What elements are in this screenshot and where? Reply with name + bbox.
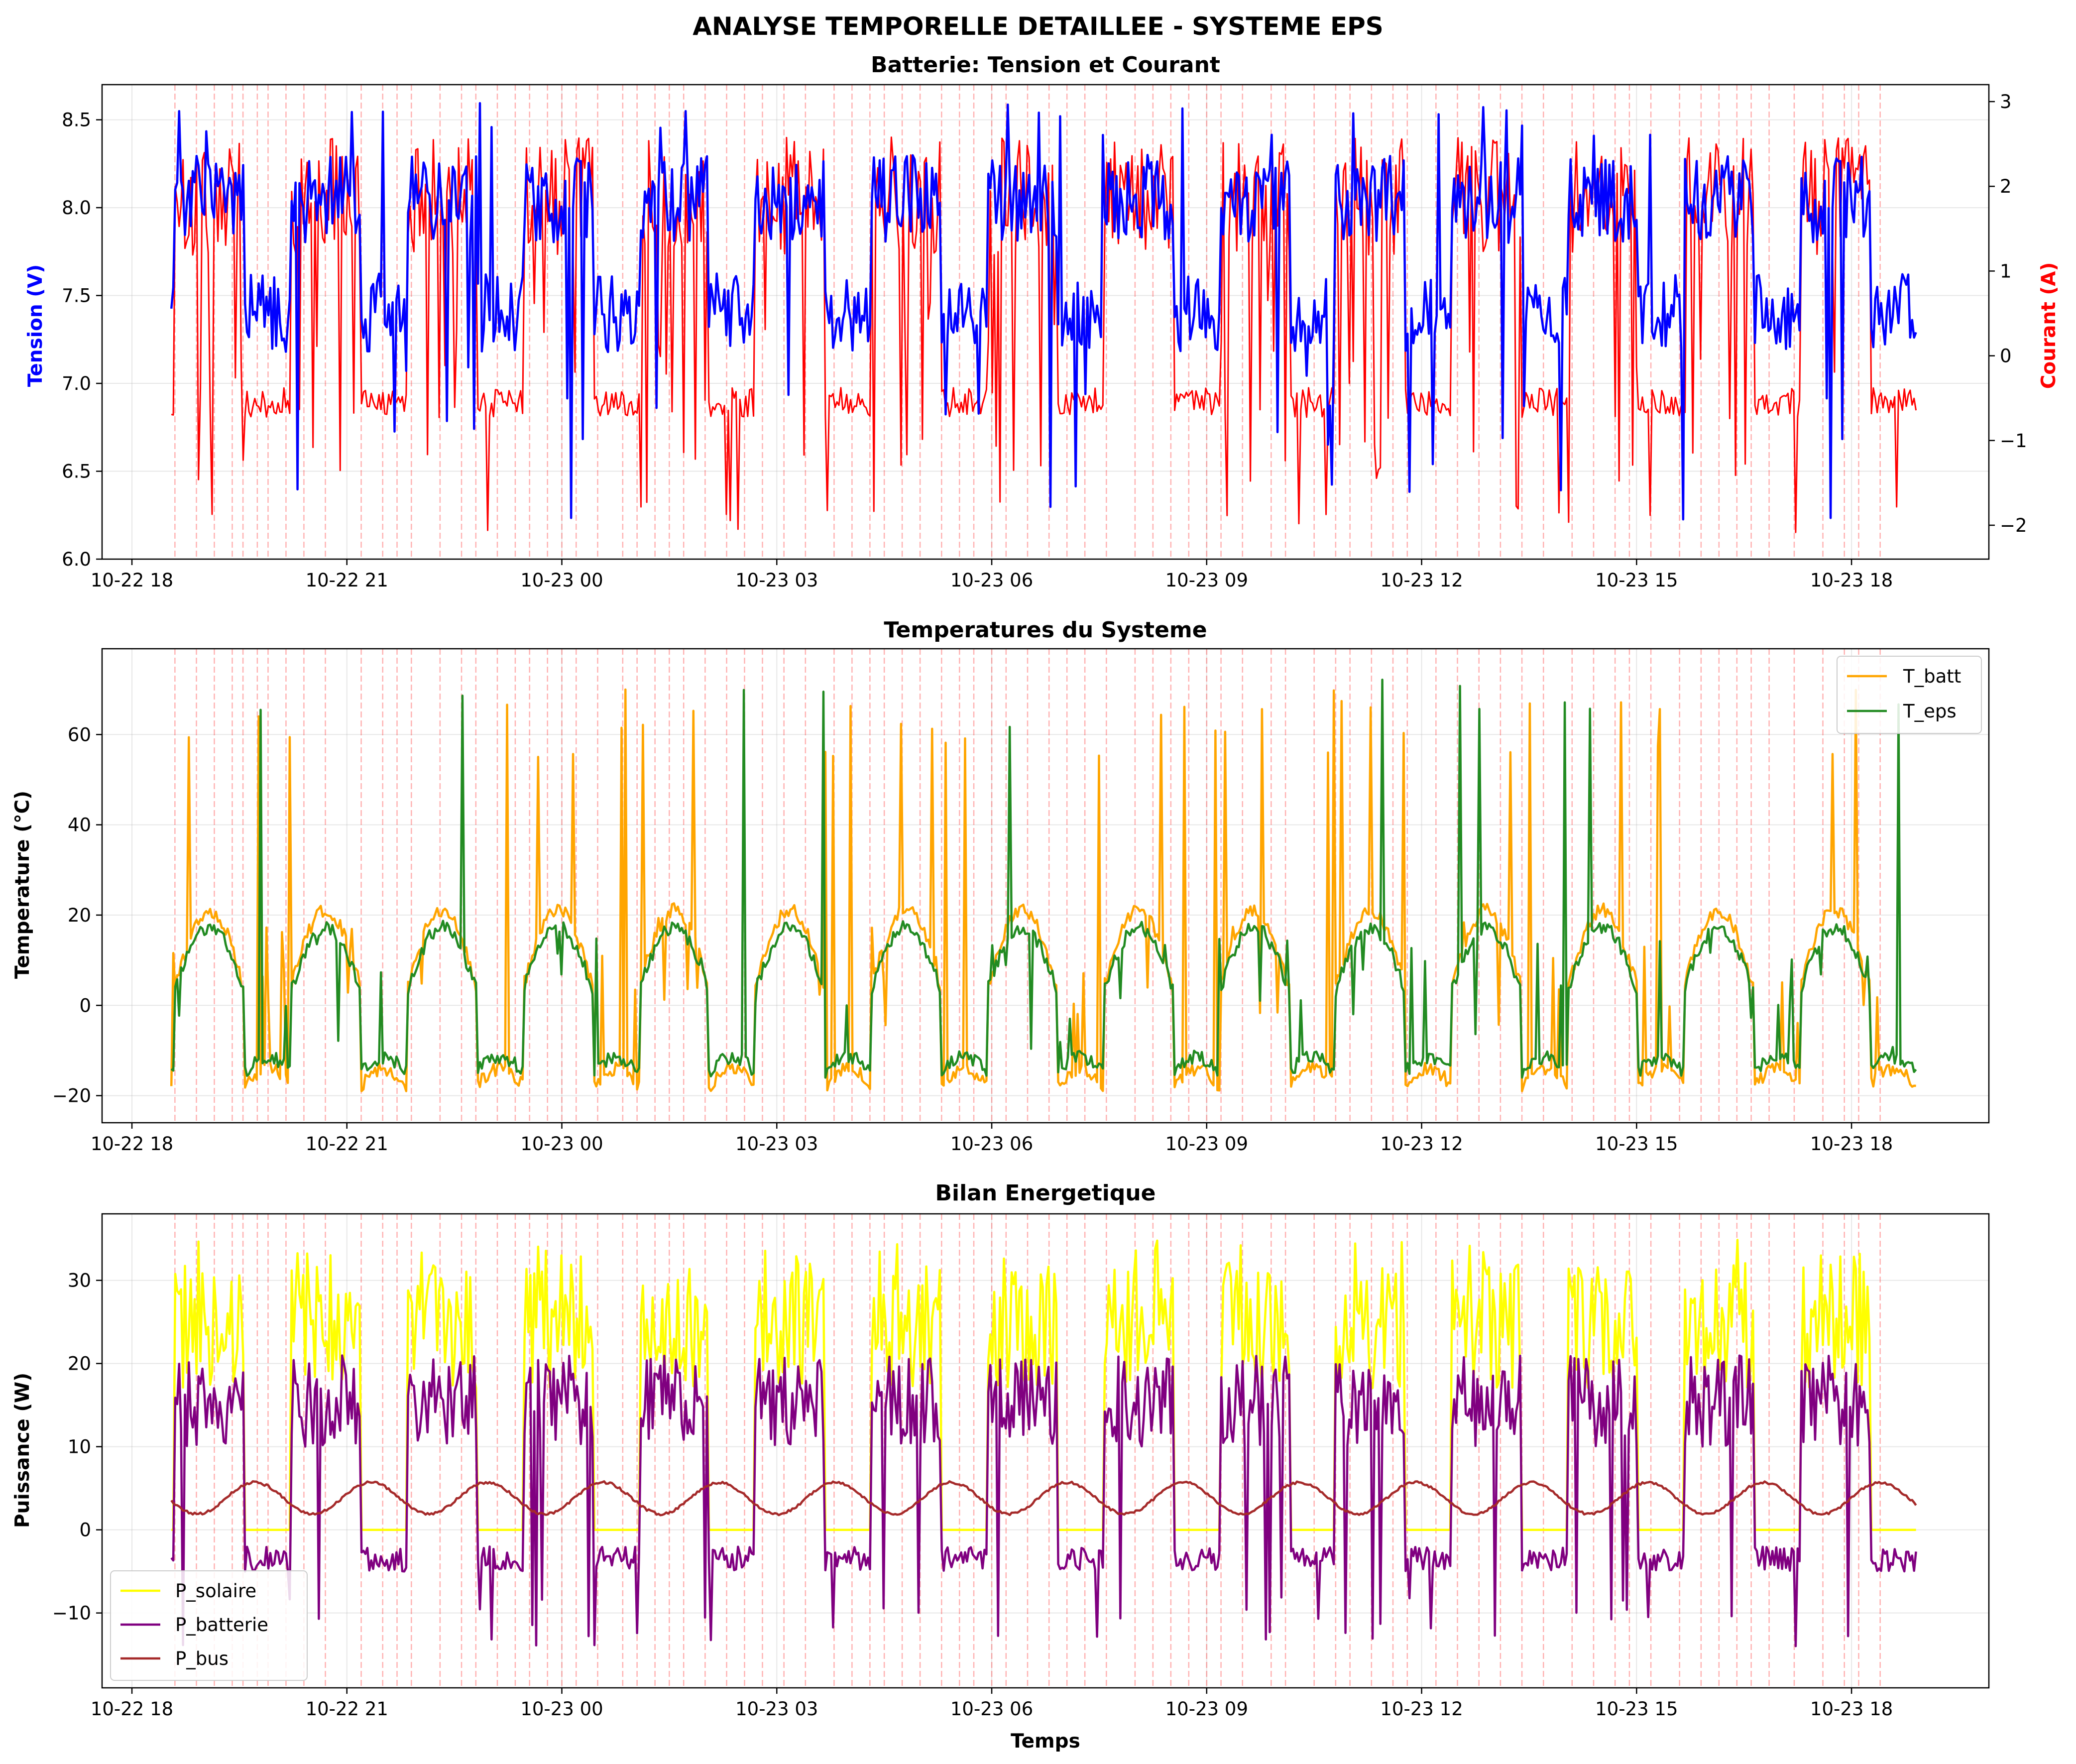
x-tick-label: 10-23 06 bbox=[950, 570, 1033, 591]
current-series bbox=[171, 136, 1917, 533]
x-tick-label: 10-23 12 bbox=[1380, 1698, 1463, 1720]
x-tick-label: 10-22 18 bbox=[91, 1133, 173, 1155]
y2-tick-label: 3 bbox=[2000, 91, 2012, 113]
temperature-series bbox=[170, 678, 1917, 1092]
y-tick-label: −20 bbox=[52, 1085, 91, 1107]
temperature-grid bbox=[102, 649, 1989, 1123]
legend-p-bus: P_bus bbox=[175, 1648, 229, 1669]
y-tick-label: 60 bbox=[68, 724, 91, 745]
temperature-plot-frame bbox=[101, 648, 1990, 1124]
p-solaire-series bbox=[171, 1239, 1916, 1531]
x-tick-label: 10-22 21 bbox=[306, 1133, 388, 1155]
power-axis-label: Puissance (W) bbox=[11, 1373, 34, 1528]
y-tick-label: 8.5 bbox=[62, 110, 91, 131]
x-tick-label: 10-23 09 bbox=[1165, 570, 1248, 591]
legend-t-batt: T_batt bbox=[1903, 666, 1961, 687]
x-tick-label: 10-23 12 bbox=[1380, 1133, 1463, 1155]
y-tick-label: 40 bbox=[68, 815, 91, 836]
y2-tick-label: 2 bbox=[2000, 176, 2012, 197]
temperature-ticks: −20 0 20 40 60 bbox=[52, 724, 102, 1107]
energy-panel: Bilan Energetique Puissance (W) Temps −1… bbox=[11, 1180, 1990, 1753]
x-tick-label: 10-23 18 bbox=[1810, 570, 1893, 591]
y-tick-label: 20 bbox=[68, 905, 91, 926]
x-tick-label: 10-23 06 bbox=[950, 1698, 1033, 1720]
y-tick-label: 6.5 bbox=[62, 461, 91, 482]
y-tick-label: 20 bbox=[68, 1353, 91, 1375]
legend-t-eps: T_eps bbox=[1903, 701, 1957, 722]
t-eps-series bbox=[170, 678, 1917, 1079]
y2-tick-label: −1 bbox=[2000, 430, 2027, 452]
y2-tick-label: 0 bbox=[2000, 346, 2012, 367]
x-tick-label: 10-23 00 bbox=[520, 1133, 603, 1155]
x-tick-label: 10-23 15 bbox=[1595, 1698, 1678, 1720]
energy-legend: P_solaire P_batterie P_bus bbox=[110, 1570, 308, 1681]
x-tick-label: 10-23 03 bbox=[735, 1698, 818, 1720]
y-tick-label: 0 bbox=[79, 1520, 91, 1541]
energy-time-ticks: 10-22 18 10-22 21 10-23 00 10-23 03 10-23 06… bbox=[91, 1688, 1893, 1720]
energy-series bbox=[170, 1239, 1917, 1647]
x-tick-label: 10-23 15 bbox=[1595, 1133, 1678, 1155]
x-tick-label: 10-23 12 bbox=[1380, 570, 1463, 591]
y-tick-label: 0 bbox=[79, 995, 91, 1016]
battery-panel-title: Batterie: Tension et Courant bbox=[871, 52, 1220, 78]
temperature-legend: T_batt T_eps bbox=[1837, 656, 1982, 734]
current-axis-label: Courant (A) bbox=[2038, 262, 2060, 389]
power-ticks: −10 0 10 20 30 bbox=[52, 1270, 102, 1624]
y2-tick-label: −2 bbox=[2000, 515, 2027, 536]
p-batterie-series bbox=[170, 1354, 1917, 1647]
figure-title: ANALYSE TEMPORELLE DETAILLEE - SYSTEME E… bbox=[692, 12, 1384, 41]
p-bus-series bbox=[170, 1480, 1917, 1517]
temperature-axis-label: Temperature (°C) bbox=[11, 791, 34, 979]
voltage-series bbox=[170, 102, 1917, 521]
x-tick-label: 10-23 18 bbox=[1810, 1133, 1893, 1155]
x-tick-label: 10-23 03 bbox=[735, 1133, 818, 1155]
y-tick-label: −10 bbox=[52, 1603, 91, 1624]
x-tick-label: 10-23 09 bbox=[1165, 1698, 1248, 1720]
legend-p-solaire: P_solaire bbox=[175, 1580, 256, 1602]
y2-tick-label: 1 bbox=[2000, 260, 2012, 282]
y-tick-label: 7.5 bbox=[62, 285, 91, 307]
battery-plot-frame bbox=[101, 84, 1990, 560]
temperature-panel: Temperatures du Systeme Temperature (°C)… bbox=[11, 617, 1990, 1155]
voltage-ticks: 6.0 6.5 7.0 7.5 8.0 8.5 bbox=[62, 110, 102, 570]
energy-event-markers bbox=[174, 1214, 1881, 1688]
x-tick-label: 10-23 06 bbox=[950, 1133, 1033, 1155]
time-axis-label: Temps bbox=[1011, 1730, 1080, 1753]
temperature-time-ticks: 10-22 18 10-22 21 10-23 00 10-23 03 10-23 06… bbox=[91, 1123, 1893, 1155]
x-tick-label: 10-23 15 bbox=[1595, 570, 1678, 591]
x-tick-label: 10-23 00 bbox=[520, 1698, 603, 1720]
energy-plot-frame bbox=[101, 1213, 1990, 1689]
battery-panel: Batterie: Tension et Courant Tension (V)… bbox=[24, 52, 2060, 591]
x-tick-label: 10-22 18 bbox=[91, 570, 173, 591]
x-tick-label: 10-22 21 bbox=[306, 1698, 388, 1720]
x-tick-label: 10-23 09 bbox=[1165, 1133, 1248, 1155]
x-tick-label: 10-23 00 bbox=[520, 570, 603, 591]
y-tick-label: 10 bbox=[68, 1436, 91, 1458]
current-ticks: −2 −1 0 1 2 3 bbox=[1989, 91, 2027, 536]
x-tick-label: 10-22 18 bbox=[91, 1698, 173, 1720]
y-tick-label: 8.0 bbox=[62, 197, 91, 219]
x-tick-label: 10-23 18 bbox=[1810, 1698, 1893, 1720]
battery-time-ticks: 10-22 18 10-22 21 10-23 00 10-23 03 10-23 06… bbox=[91, 559, 1893, 591]
energy-panel-title: Bilan Energetique bbox=[935, 1180, 1155, 1206]
y-tick-label: 6.0 bbox=[62, 549, 91, 570]
temperature-panel-title: Temperatures du Systeme bbox=[884, 617, 1207, 643]
y-tick-label: 30 bbox=[68, 1270, 91, 1292]
voltage-axis-label: Tension (V) bbox=[24, 264, 47, 387]
y-tick-label: 7.0 bbox=[62, 373, 91, 394]
battery-series bbox=[170, 102, 1917, 533]
x-tick-label: 10-23 03 bbox=[735, 570, 818, 591]
legend-p-batterie: P_batterie bbox=[175, 1614, 268, 1636]
x-tick-label: 10-22 21 bbox=[306, 570, 388, 591]
